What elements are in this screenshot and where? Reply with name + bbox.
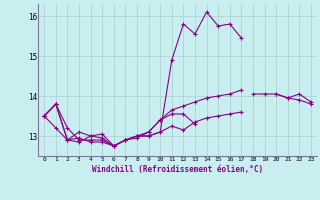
X-axis label: Windchill (Refroidissement éolien,°C): Windchill (Refroidissement éolien,°C): [92, 165, 263, 174]
